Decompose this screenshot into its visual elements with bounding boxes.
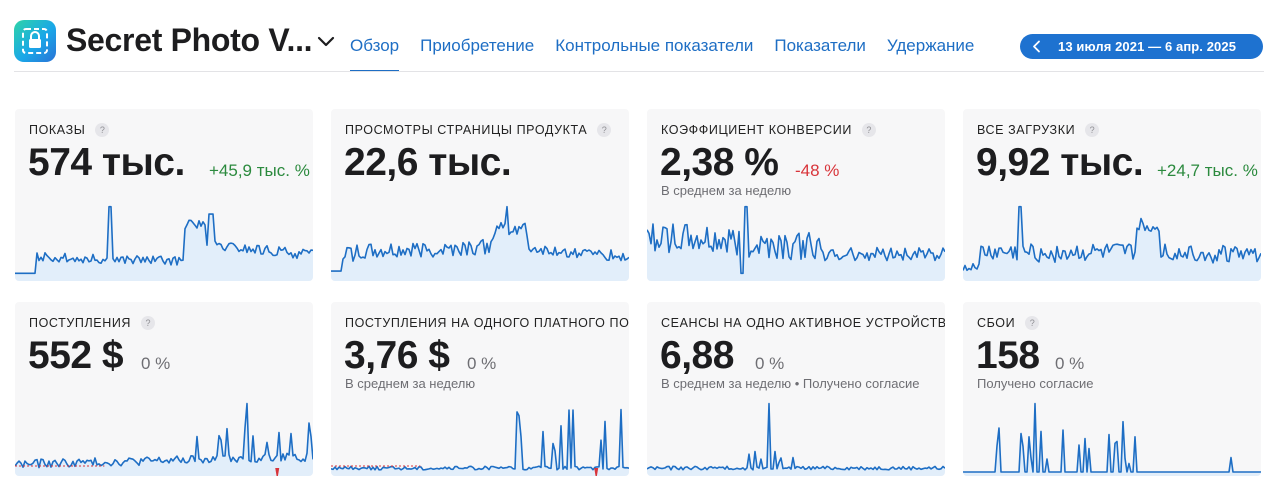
metric-value: 552 $ [28, 334, 124, 377]
help-icon[interactable]: ? [861, 123, 876, 137]
chevron-down-icon[interactable] [314, 30, 338, 54]
tab-overview[interactable]: Обзор [350, 36, 400, 72]
metric-value: 2,38 % [660, 141, 779, 184]
metric-label-text: ПРОСМОТРЫ СТРАНИЦЫ ПРОДУКТА [345, 123, 588, 137]
metric-label-text: ПОКАЗЫ [29, 123, 86, 137]
sparkline-area [15, 403, 313, 476]
metric-delta: +45,9 тыс. % [209, 161, 310, 180]
metric-delta: +24,7 тыс. % [1157, 161, 1258, 180]
metric-label: ВСЕ ЗАГРУЗКИ? [977, 123, 1100, 137]
metric-label-text: ПОСТУПЛЕНИЯ [29, 316, 132, 330]
metric-label: ПОСТУПЛЕНИЯ НА ОДНОГО ПЛАТНОГО ПОЛЬЗ [345, 316, 629, 330]
sparkline-chart[interactable] [15, 394, 313, 476]
sparkline-area [963, 206, 1261, 281]
metric-subtitle: В среднем за неделю • Получено согласие [661, 376, 920, 391]
help-icon[interactable]: ? [141, 316, 156, 330]
sparkline-line [963, 402, 1261, 473]
metric-label-text: ПОСТУПЛЕНИЯ НА ОДНОГО ПЛАТНОГО ПОЛЬЗ [345, 316, 629, 330]
metric-label-text: СБОИ [977, 316, 1016, 330]
lock-photo-icon [22, 28, 48, 54]
metric-value: 158 [976, 334, 1040, 377]
metric-label: ПРОСМОТРЫ СТРАНИЦЫ ПРОДУКТА? [345, 123, 612, 137]
sparkline-chart[interactable] [331, 197, 629, 281]
metric-label-text: ВСЕ ЗАГРУЗКИ [977, 123, 1076, 137]
help-icon[interactable]: ? [95, 123, 110, 137]
metric-label: ПОКАЗЫ? [29, 123, 110, 137]
metric-label-text: СЕАНСЫ НА ОДНО АКТИВНОЕ УСТРОЙСТВО [661, 316, 945, 330]
metric-card[interactable]: ВСЕ ЗАГРУЗКИ? 9,92 тыс. +24,7 тыс. % [963, 109, 1261, 281]
metric-value: 9,92 тыс. [976, 141, 1144, 184]
sparkline-chart[interactable] [647, 394, 945, 476]
date-range-button[interactable]: 13 июля 2021 — 6 апр. 2025 [1020, 34, 1263, 59]
sparkline-area [647, 206, 945, 281]
help-icon[interactable]: ? [1085, 123, 1100, 137]
header: Secret Photo V... Обзор Приобретение Кон… [0, 0, 1280, 72]
metric-label: СЕАНСЫ НА ОДНО АКТИВНОЕ УСТРОЙСТВО? [661, 316, 945, 330]
metric-subtitle: В среднем за неделю [345, 376, 476, 391]
sparkline-chart[interactable] [963, 197, 1261, 281]
sparkline-line [331, 205, 629, 272]
header-divider [14, 71, 1264, 72]
help-icon[interactable]: ? [1025, 316, 1040, 330]
metric-card[interactable]: ПОСТУПЛЕНИЯ? 552 $ 0 % [15, 302, 313, 476]
app-title[interactable]: Secret Photo V... [66, 22, 313, 58]
metric-card[interactable]: СБОИ? 158 0 % Получено согласие [963, 302, 1261, 476]
sparkline-chart[interactable] [647, 197, 945, 281]
metric-value: 574 тыс. [28, 141, 185, 184]
chevron-left-icon[interactable] [1031, 40, 1043, 53]
sparkline-line [647, 402, 945, 471]
metric-label: КОЭФФИЦИЕНТ КОНВЕРСИИ? [661, 123, 876, 137]
metric-delta: 0 % [755, 354, 785, 373]
tab-acquisition[interactable]: Приобретение [420, 36, 535, 55]
date-range-label: 13 июля 2021 — 6 апр. 2025 [1058, 39, 1237, 54]
tab-benchmarks[interactable]: Контрольные показатели [555, 36, 754, 55]
sparkline-chart[interactable] [963, 394, 1261, 476]
sparkline-line [15, 205, 313, 275]
metric-card[interactable]: ПОКАЗЫ? 574 тыс. +45,9 тыс. % [15, 109, 313, 281]
sparkline-area [647, 403, 945, 476]
metric-card[interactable]: ПРОСМОТРЫ СТРАНИЦЫ ПРОДУКТА?22,6 тыс.+31… [331, 109, 629, 281]
metric-card[interactable]: КОЭФФИЦИЕНТ КОНВЕРСИИ? 2,38 % -48 % В средн… [647, 109, 945, 281]
metric-subtitle: В среднем за неделю [661, 183, 792, 198]
metric-delta: 0 % [467, 354, 497, 373]
metric-label: ПОСТУПЛЕНИЯ? [29, 316, 156, 330]
sparkline-area [963, 403, 1261, 476]
sparkline-line [963, 205, 1261, 272]
sparkline-chart[interactable] [331, 394, 629, 476]
metric-delta: 0 % [141, 354, 171, 373]
metric-label: СБОИ? [977, 316, 1040, 330]
sparkline-line [331, 408, 629, 471]
metric-delta: 0 % [1055, 354, 1085, 373]
metric-subtitle: Получено согласие [977, 376, 1094, 391]
sparkline-line [647, 205, 945, 275]
sparkline-chart[interactable] [15, 197, 313, 281]
metric-value: 3,76 $ [344, 334, 450, 377]
sparkline-line [15, 402, 313, 469]
metric-card[interactable]: СЕАНСЫ НА ОДНО АКТИВНОЕ УСТРОЙСТВО? 6,88 0… [647, 302, 945, 476]
metric-delta: -48 % [795, 161, 840, 180]
metric-label-text: КОЭФФИЦИЕНТ КОНВЕРСИИ [661, 123, 852, 137]
app-icon [14, 20, 56, 62]
tab-metrics[interactable]: Показатели [774, 36, 866, 55]
sparkline-area [15, 206, 313, 281]
negative-spike [275, 468, 280, 476]
metric-card[interactable]: ПОСТУПЛЕНИЯ НА ОДНОГО ПЛАТНОГО ПОЛЬЗ 3,76… [331, 302, 629, 476]
metric-value: 22,6 тыс. [344, 141, 512, 184]
tab-bar: Обзор Приобретение Контрольные показател… [350, 36, 974, 72]
sparkline-area [331, 409, 629, 476]
metric-value: 6,88 [660, 334, 734, 377]
tab-retention[interactable]: Удержание [886, 36, 975, 55]
help-icon[interactable]: ? [597, 123, 612, 137]
